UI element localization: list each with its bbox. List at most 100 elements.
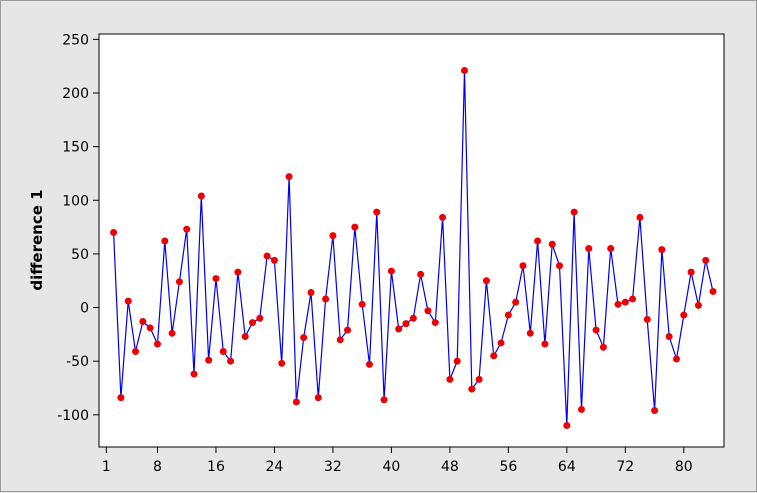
data-point <box>168 329 176 337</box>
data-point <box>336 336 344 344</box>
data-point <box>475 375 483 383</box>
data-point <box>322 295 330 303</box>
data-point <box>124 297 132 305</box>
data-point <box>307 289 315 297</box>
data-point <box>292 398 300 406</box>
data-point <box>468 385 476 393</box>
data-point <box>190 370 198 378</box>
data-point <box>387 267 395 275</box>
data-point <box>702 256 710 264</box>
data-point <box>665 333 673 341</box>
data-point <box>234 268 242 276</box>
data-point <box>175 278 183 286</box>
data-point <box>249 319 257 327</box>
data-point <box>658 246 666 254</box>
data-point <box>212 275 220 283</box>
data-point <box>534 237 542 245</box>
data-point <box>599 343 607 351</box>
data-point <box>380 396 388 404</box>
x-tick-label: 32 <box>324 459 342 475</box>
data-point <box>132 348 140 356</box>
data-point <box>395 325 403 333</box>
x-tick-label: 24 <box>266 459 284 475</box>
data-point <box>592 326 600 334</box>
data-point <box>694 301 702 309</box>
data-point <box>183 225 191 233</box>
data-point <box>482 277 490 285</box>
data-point <box>621 298 629 306</box>
data-point <box>614 300 622 308</box>
data-point <box>373 208 381 216</box>
x-tick-label: 16 <box>207 459 225 475</box>
y-tick-label: 50 <box>71 247 89 263</box>
data-point <box>409 314 417 322</box>
data-point <box>227 357 235 365</box>
data-point <box>629 295 637 303</box>
data-point <box>680 311 688 319</box>
data-point <box>241 333 249 341</box>
data-point <box>270 256 278 264</box>
series-layer <box>110 66 717 430</box>
data-point <box>577 405 585 413</box>
data-point <box>256 314 264 322</box>
data-point <box>402 320 410 328</box>
y-tick-label: 150 <box>62 140 89 156</box>
data-point <box>541 340 549 348</box>
x-axis: 1 8 16 24 32 40 48 56 64 72 80 <box>102 447 693 475</box>
data-point <box>424 307 432 315</box>
data-point <box>512 298 520 306</box>
data-point <box>636 213 644 221</box>
data-point <box>139 317 147 325</box>
data-point <box>453 357 461 365</box>
y-tick-label: -100 <box>57 408 89 424</box>
data-point <box>300 334 308 342</box>
data-point <box>153 340 161 348</box>
x-tick-label: 8 <box>153 459 162 475</box>
data-point <box>570 208 578 216</box>
y-tick-label: 100 <box>62 193 89 209</box>
data-point <box>431 319 439 327</box>
data-point <box>497 339 505 347</box>
y-tick-label: -50 <box>66 354 89 370</box>
data-point <box>607 245 615 253</box>
y-tick-label: 0 <box>80 301 89 317</box>
data-point <box>504 311 512 319</box>
data-point <box>526 329 534 337</box>
data-point <box>351 223 359 231</box>
data-point <box>161 237 169 245</box>
y-tick-label: 200 <box>62 86 89 102</box>
x-tick-label: 1 <box>102 459 111 475</box>
data-point <box>439 213 447 221</box>
x-tick-label: 80 <box>675 459 693 475</box>
data-point <box>146 324 154 332</box>
data-point <box>490 352 498 360</box>
data-point <box>205 356 213 364</box>
data-point <box>197 192 205 200</box>
data-point <box>709 287 717 295</box>
data-point <box>672 355 680 363</box>
data-point <box>278 359 286 367</box>
data-point <box>519 262 527 270</box>
data-point <box>563 422 571 430</box>
data-point <box>314 394 322 402</box>
data-point <box>651 407 659 415</box>
x-tick-label: 48 <box>441 459 459 475</box>
x-tick-label: 40 <box>382 459 400 475</box>
data-point <box>687 268 695 276</box>
data-point <box>219 348 227 356</box>
data-point <box>344 326 352 334</box>
data-point <box>556 262 564 270</box>
y-tick-label: 250 <box>62 32 89 48</box>
data-point <box>548 240 556 248</box>
data-point <box>110 228 118 236</box>
data-point <box>117 394 125 402</box>
x-tick-label: 56 <box>499 459 517 475</box>
x-tick-label: 72 <box>616 459 634 475</box>
data-point <box>365 360 373 368</box>
data-point <box>446 375 454 383</box>
data-point <box>329 232 337 240</box>
data-point <box>417 270 425 278</box>
x-tick-label: 64 <box>558 459 576 475</box>
